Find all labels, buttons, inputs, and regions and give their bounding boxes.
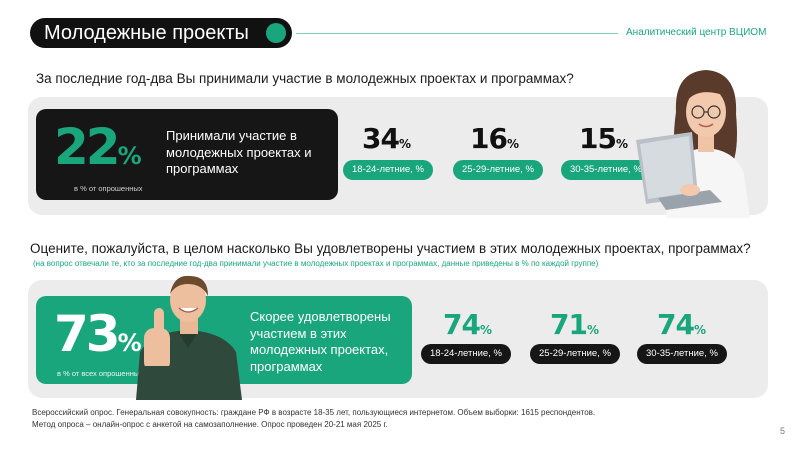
satisfaction-group-2-value: 71%	[550, 308, 599, 341]
question-2-note: (на вопрос отвечали те, кто за последние…	[33, 259, 599, 268]
participation-group-2-value: 16%	[470, 122, 519, 155]
group-unit: %	[693, 323, 706, 337]
header-divider	[296, 33, 618, 34]
page-title-text: Молодежные проекты	[44, 22, 249, 44]
participation-main-value: 22%	[54, 118, 142, 176]
group-value: 74	[443, 308, 481, 341]
group-value: 34	[362, 122, 400, 155]
participation-group-1-label: 18-24-летние, %	[343, 160, 433, 180]
group-unit: %	[506, 137, 519, 151]
satisfaction-main-desc: Скорее удовлетворены участием в этих мол…	[250, 309, 391, 374]
participation-group-3-value: 15%	[579, 122, 628, 155]
satisfaction-group-1-value: 74%	[443, 308, 492, 341]
satisfaction-group-2-label: 25-29-летние, %	[530, 344, 620, 364]
group-value: 71	[550, 308, 588, 341]
participation-group-3-label: 30-35-летние, %	[561, 160, 651, 180]
title-dot-icon	[266, 23, 286, 43]
group-unit: %	[615, 137, 628, 151]
participation-main-desc: Принимали участие в молодежных проектах …	[166, 128, 312, 176]
participation-main-sub: в % от опрошенных	[74, 184, 143, 193]
satisfaction-group-1-label: 18-24-летние, %	[421, 344, 511, 364]
participation-unit: %	[117, 142, 142, 170]
satisfaction-main-sub: в % от всех опрошенных	[57, 369, 144, 378]
question-1: За последние год-два Вы принимали участи…	[36, 71, 574, 86]
page-title: Молодежные проекты	[30, 18, 292, 48]
satisfaction-value: 73	[54, 305, 121, 363]
survey-footnote: Всероссийский опрос. Генеральная совокуп…	[32, 408, 596, 429]
group-unit: %	[398, 137, 411, 151]
satisfaction-unit: %	[117, 329, 142, 357]
woman-with-laptop-photo	[636, 70, 750, 218]
satisfaction-group-3-label: 30-35-летние, %	[637, 344, 727, 364]
participation-group-1-value: 34%	[362, 122, 411, 155]
org-name: Аналитический центр ВЦИОМ	[626, 27, 767, 38]
group-value: 16	[470, 122, 508, 155]
satisfaction-main-value: 73%	[54, 305, 142, 363]
participation-group-2-label: 25-29-летние, %	[453, 160, 543, 180]
group-unit: %	[479, 323, 492, 337]
group-unit: %	[586, 323, 599, 337]
participation-summary-box	[36, 109, 338, 200]
page-number: 5	[780, 426, 786, 436]
man-thumbs-up-photo	[136, 275, 242, 400]
satisfaction-group-3-value: 74%	[657, 308, 706, 341]
group-value: 15	[579, 122, 617, 155]
participation-value: 22	[54, 118, 121, 176]
question-2: Оцените, пожалуйста, в целом насколько В…	[30, 241, 751, 256]
group-value: 74	[657, 308, 695, 341]
